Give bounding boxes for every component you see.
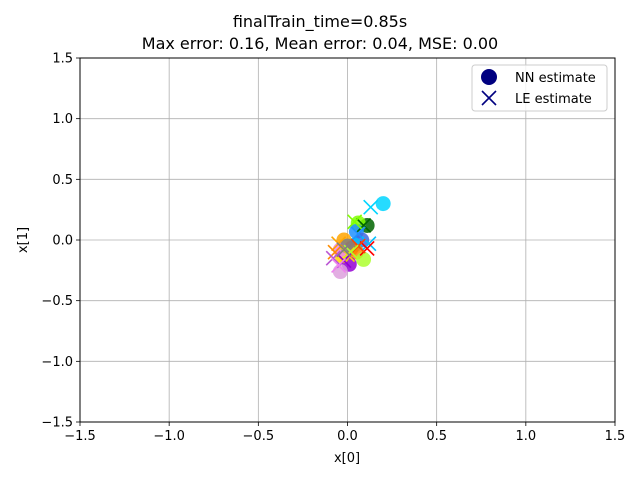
- y-tick-label: 1.5: [52, 52, 73, 67]
- x-tick-label: 1.0: [515, 429, 536, 444]
- x-tick-label: −1.0: [153, 429, 185, 444]
- y-tick-label: −0.5: [41, 294, 73, 309]
- x-tick-label: 1.5: [605, 429, 626, 444]
- legend-label-le: LE estimate: [515, 92, 592, 107]
- y-tick-label: 1.0: [52, 112, 73, 127]
- y-tick-label: −1.0: [41, 355, 73, 370]
- x-tick-label: 0.5: [426, 429, 447, 444]
- chart-title-line-2: Max error: 0.16, Mean error: 0.04, MSE: …: [141, 34, 499, 53]
- legend-x-glyph: [481, 90, 497, 106]
- x-tick-label: −0.5: [243, 429, 275, 444]
- nn-estimate-point: [375, 196, 391, 212]
- le-estimate-point: [359, 240, 375, 257]
- le-estimate-point: [336, 242, 352, 258]
- le-estimate-point: [331, 257, 347, 274]
- x-axis-label: x[0]: [334, 451, 360, 466]
- x-tick-label: −1.5: [64, 429, 96, 444]
- legend-marker-x: [481, 90, 497, 106]
- y-tick-label: 0.5: [52, 173, 73, 188]
- data-points: [325, 196, 391, 280]
- axis-ticks: −1.5 −1.0 −0.5 0.0 0.5 1.0 1.5 −1.5 −1.0 −0.5 0.0 0…: [41, 52, 625, 445]
- y-axis-label: x[1]: [16, 227, 31, 253]
- y-tick-label: −1.5: [41, 416, 73, 431]
- legend-label-nn: NN estimate: [515, 71, 596, 86]
- legend: NN estimate LE estimate: [471, 64, 608, 112]
- y-tick-label: 0.0: [52, 234, 73, 249]
- chart-title-line-1: finalTrain_time=0.85s: [232, 12, 408, 31]
- le-estimate-point: [355, 217, 372, 234]
- legend-box: [471, 64, 608, 112]
- nn-estimate-point: [356, 251, 372, 267]
- legend-marker-circle: [481, 69, 497, 85]
- x-tick-label: 0.0: [337, 429, 358, 444]
- le-estimate-point: [347, 214, 363, 230]
- le-estimate-point: [363, 199, 379, 215]
- le-estimate-point: [325, 250, 341, 266]
